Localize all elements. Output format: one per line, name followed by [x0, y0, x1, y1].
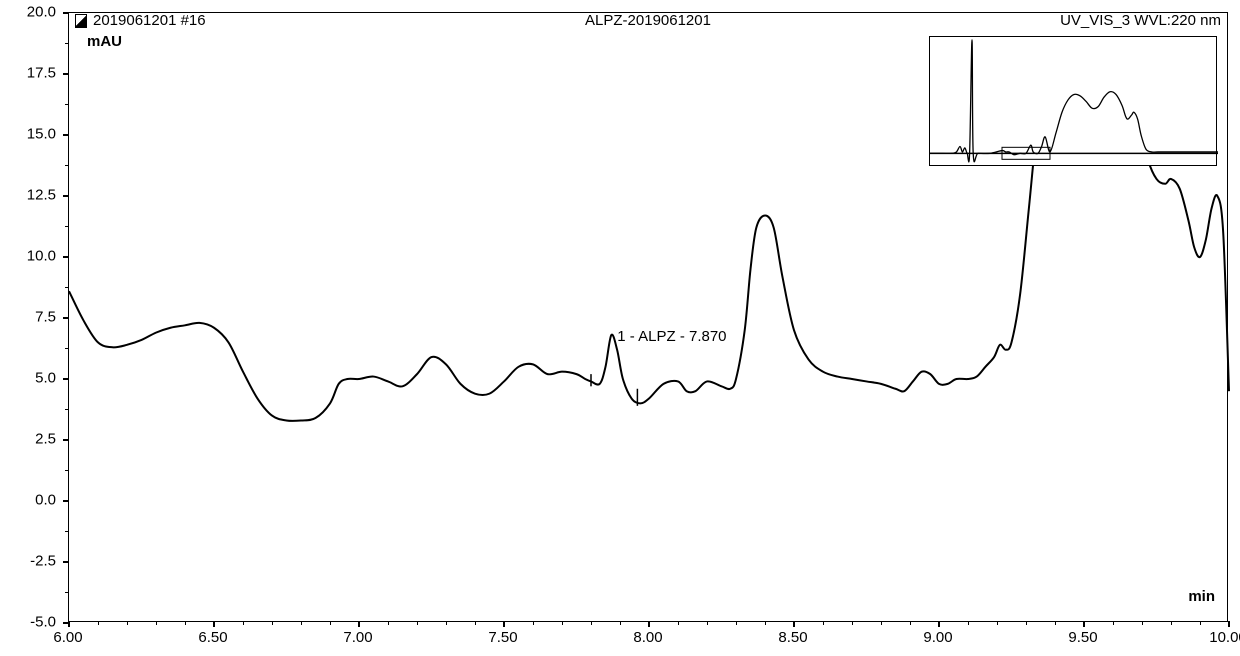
y-tick-label: 7.5 — [35, 309, 56, 326]
y-tick-label: 0.0 — [35, 492, 56, 509]
x-tick-label: 8.50 — [778, 629, 807, 646]
y-tick-label: 2.5 — [35, 431, 56, 448]
y-tick-label: 12.5 — [27, 187, 56, 204]
x-tick-label: 10.00 — [1209, 629, 1240, 646]
x-tick-label: 9.50 — [1068, 629, 1097, 646]
x-tick-label: 7.50 — [488, 629, 517, 646]
inset-trace — [930, 37, 1218, 167]
y-tick-label: 15.0 — [27, 126, 56, 143]
y-tick-label: 5.0 — [35, 370, 56, 387]
x-tick-label: 9.00 — [923, 629, 952, 646]
y-axis: -5.0-2.50.02.55.07.510.012.515.017.520.0 — [0, 12, 60, 622]
y-tick-label: 17.5 — [27, 65, 56, 82]
x-tick-label: 6.00 — [53, 629, 82, 646]
y-tick-label: 10.0 — [27, 248, 56, 265]
overview-inset — [929, 36, 1217, 166]
x-tick-label: 6.50 — [198, 629, 227, 646]
plot-area: 2019061201 #16 ALPZ-2019061201 UV_VIS_3 … — [68, 12, 1228, 622]
x-tick-label: 8.00 — [633, 629, 662, 646]
y-tick-label: -5.0 — [30, 614, 56, 631]
y-tick-label: -2.5 — [30, 553, 56, 570]
y-tick-label: 20.0 — [27, 4, 56, 21]
x-axis: 6.006.507.007.508.008.509.009.5010.00 — [68, 625, 1228, 649]
chromatogram-chart: -5.0 -2.5 0.0 2.5 5.0 7.5 10.0 12.5 15.0 17.5 20.0… — [0, 0, 1240, 656]
x-tick-label: 7.00 — [343, 629, 372, 646]
peak-annotation: 1 - ALPZ - 7.870 — [617, 328, 726, 345]
